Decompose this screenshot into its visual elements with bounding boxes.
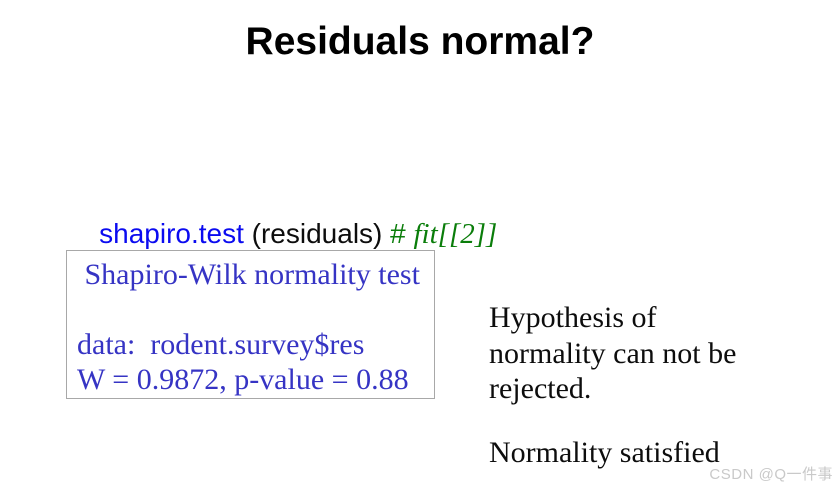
code-line: shapiro.test (residuals) # fit[[2]] (68, 186, 497, 283)
conclusion-text: Normality satisfied (489, 436, 720, 469)
output-line-statistic: W = 0.9872, p-value = 0.88 (77, 363, 409, 396)
annotation-line: rejected. (489, 372, 592, 405)
code-comment-hash: # (390, 218, 414, 249)
page-title: Residuals normal? (245, 20, 595, 63)
annotation-line: normality can not be (489, 336, 737, 370)
annotation-text: Hypothesis of normality can not be rejec… (489, 300, 736, 407)
output-line-test-name: Shapiro-Wilk normality test (77, 258, 420, 291)
output-line-data: data: rodent.survey$res (77, 328, 365, 361)
code-arguments: (residuals) (243, 218, 391, 249)
annotation-line: Hypothesis of (489, 301, 657, 334)
output-line-blank (77, 292, 434, 327)
code-comment-text: fit[[2]] (413, 218, 498, 250)
watermark: CSDN @Q一件事 (709, 466, 833, 483)
code-function-name: shapiro.test (99, 218, 244, 249)
r-output-box: Shapiro-Wilk normality test data: rodent… (66, 250, 435, 399)
